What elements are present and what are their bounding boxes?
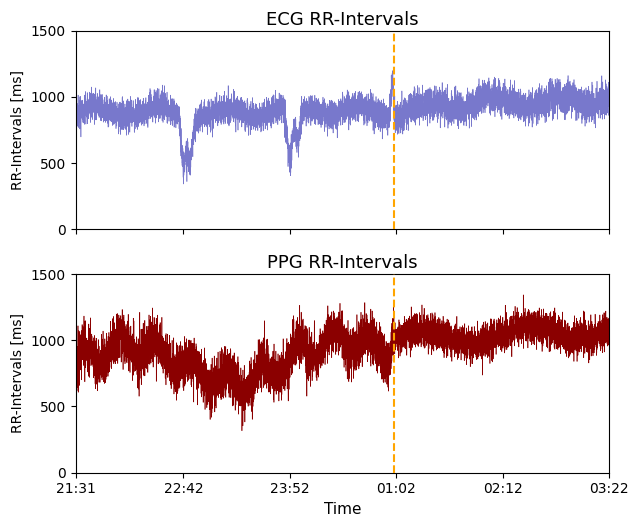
Y-axis label: RR-Intervals [ms]: RR-Intervals [ms] <box>11 313 25 433</box>
Title: ECG RR-Intervals: ECG RR-Intervals <box>266 11 419 29</box>
Y-axis label: RR-Intervals [ms]: RR-Intervals [ms] <box>11 70 25 190</box>
X-axis label: Time: Time <box>324 502 361 517</box>
Title: PPG RR-Intervals: PPG RR-Intervals <box>267 254 418 272</box>
